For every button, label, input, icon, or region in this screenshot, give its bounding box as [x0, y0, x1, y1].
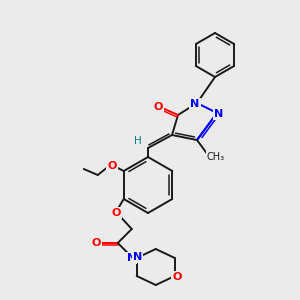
Text: CH₃: CH₃ — [207, 152, 225, 162]
Text: O: O — [107, 161, 116, 171]
Text: N: N — [127, 253, 136, 263]
Text: O: O — [153, 102, 163, 112]
Text: O: O — [172, 272, 182, 282]
Text: N: N — [133, 252, 142, 262]
Text: N: N — [214, 109, 224, 119]
Text: O: O — [111, 208, 120, 218]
Text: N: N — [190, 99, 200, 109]
Text: H: H — [134, 136, 142, 146]
Text: O: O — [91, 238, 101, 248]
